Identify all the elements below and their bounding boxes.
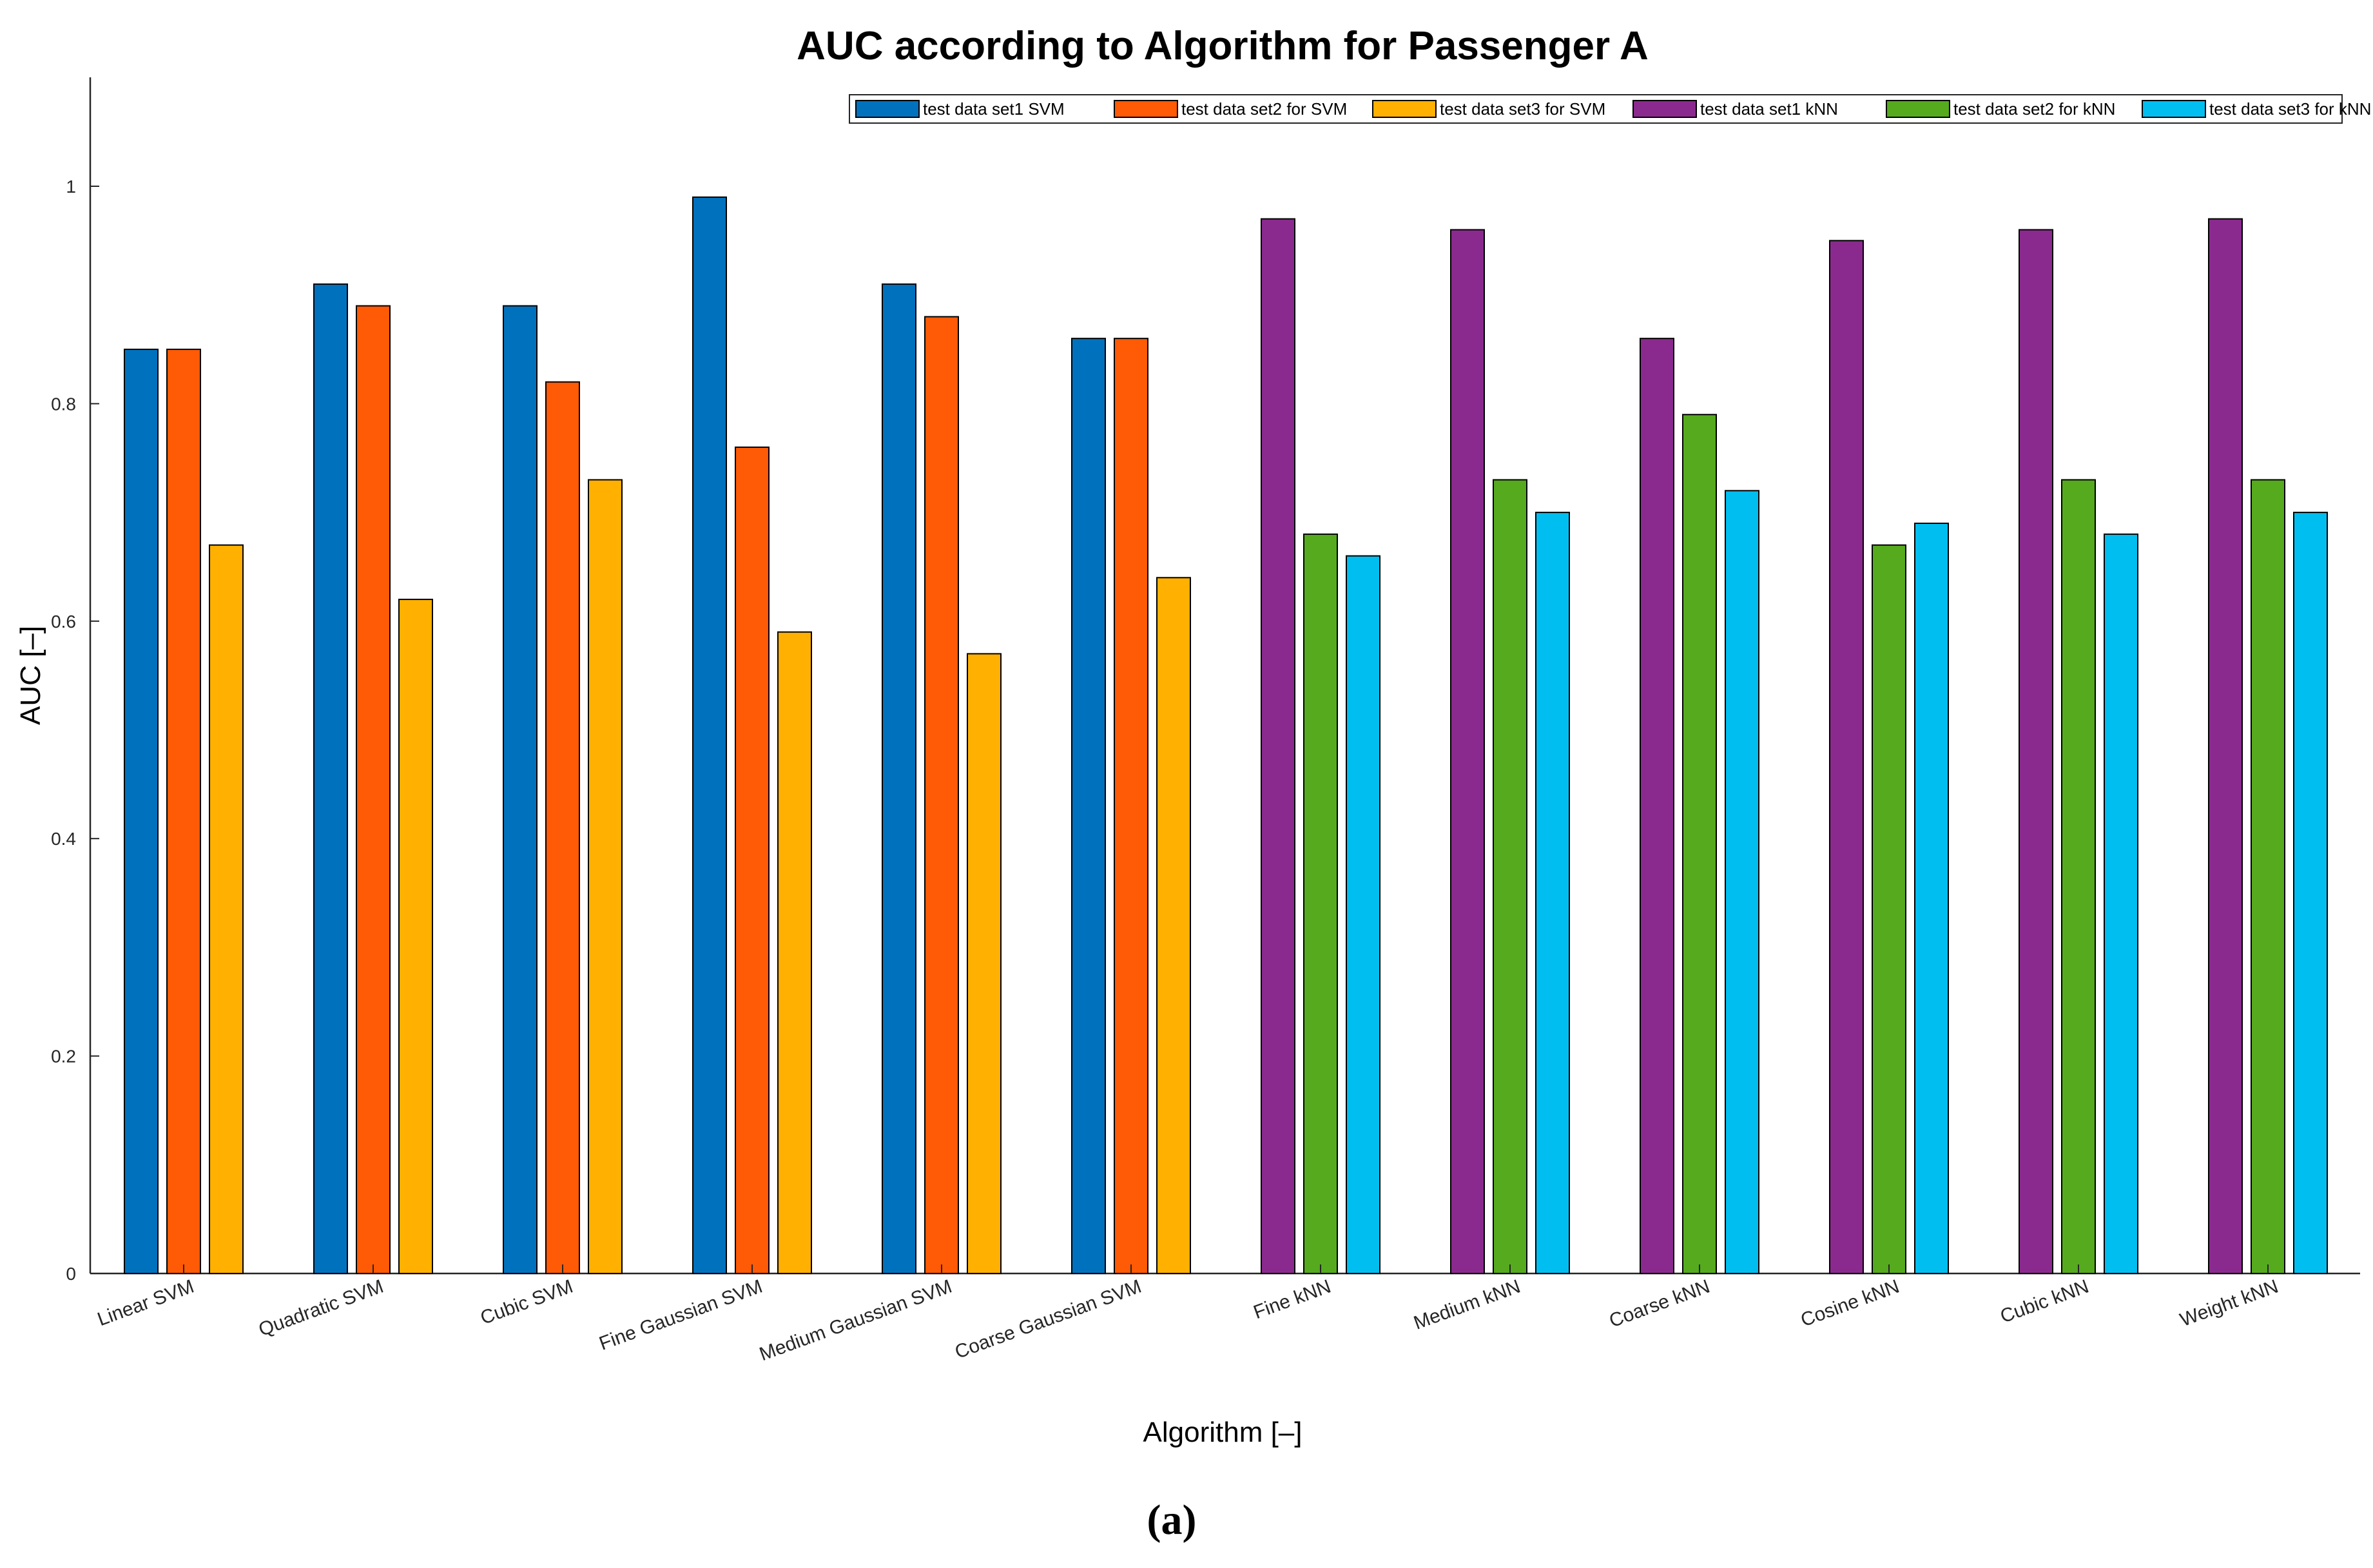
bar-1-2	[313, 283, 348, 1275]
legend-entry: test data set1 kNN	[1700, 99, 1838, 119]
legend-entry: test data set3 for SVM	[1440, 99, 1605, 119]
y-tick-label: 0.4	[51, 829, 76, 849]
category-label: Cosine kNN	[1798, 1276, 1903, 1331]
y-axis-label: AUC [–]	[15, 626, 46, 725]
legend-swatch	[1114, 100, 1178, 118]
bar-1-4	[692, 196, 727, 1274]
bar-4-12	[2208, 218, 2243, 1274]
legend-swatch	[1372, 100, 1437, 118]
legend-swatch	[1886, 100, 1950, 118]
legend-entry: test data set2 for SVM	[1181, 99, 1347, 119]
y-tick-label: 0.8	[51, 394, 76, 414]
bar-3-5	[967, 653, 1002, 1274]
bar-1-5	[882, 283, 916, 1275]
x-axis-label: Algorithm [–]	[1143, 1417, 1303, 1448]
legend-entry: test data set3 for kNN	[2209, 99, 2371, 119]
y-tick-label: 0.2	[51, 1047, 76, 1067]
bar-3-2	[398, 599, 433, 1274]
bar-6-10	[1914, 522, 1949, 1274]
bar-2-2	[356, 305, 391, 1275]
bar-2-6	[1114, 338, 1148, 1274]
bar-1-6	[1071, 338, 1106, 1274]
bar-1-1	[124, 349, 159, 1274]
category-label: Linear SVM	[95, 1276, 197, 1331]
bar-2-1	[166, 349, 201, 1274]
y-ticks: 0 0.2 0.4 0.6 0.8 1	[51, 177, 99, 1284]
bar-5-9	[1682, 414, 1717, 1274]
category-label: Coarse Gaussian SVM	[952, 1276, 1144, 1363]
bar-6-9	[1725, 490, 1759, 1274]
category-label: Coarse kNN	[1607, 1276, 1713, 1332]
bar-2-3	[545, 381, 580, 1274]
legend: test data set1 SVM test data set2 for SVM…	[849, 94, 2371, 124]
bar-5-12	[2251, 479, 2285, 1274]
category-label: Medium kNN	[1411, 1276, 1523, 1334]
category-label: Weight kNN	[2177, 1276, 2281, 1331]
figure-caption: (a)	[1147, 1496, 1197, 1544]
category-label: Fine Gaussian SVM	[596, 1276, 765, 1355]
legend-swatch	[1632, 100, 1697, 118]
category-label: Quadratic SVM	[256, 1276, 386, 1341]
bar-6-12	[2293, 512, 2328, 1274]
bar-3-4	[777, 631, 812, 1274]
bars	[124, 196, 2328, 1275]
legend-entry: test data set2 for kNN	[1953, 99, 2115, 119]
bar-4-8	[1450, 229, 1485, 1275]
bar-4-9	[1640, 338, 1674, 1274]
bar-5-8	[1493, 479, 1527, 1274]
chart-title: AUC according to Algorithm for Passenger…	[797, 24, 1649, 68]
bar-2-5	[924, 316, 959, 1275]
bar-4-11	[2019, 229, 2053, 1275]
bar-2-4	[735, 446, 770, 1274]
legend-swatch	[855, 100, 920, 118]
bar-6-8	[1535, 512, 1570, 1274]
y-tick-label: 0	[66, 1264, 76, 1284]
bar-4-10	[1829, 240, 1864, 1275]
bar-5-11	[2061, 479, 2096, 1274]
bar-3-6	[1156, 577, 1191, 1275]
category-label: Cubic kNN	[1997, 1276, 2091, 1328]
bar-5-7	[1303, 533, 1338, 1275]
legend-box	[849, 94, 2343, 124]
bar-3-3	[588, 479, 623, 1274]
category-label: Cubic SVM	[478, 1276, 576, 1329]
legend-entry: test data set1 SVM	[923, 99, 1065, 119]
category-labels: Linear SVM Quadratic SVM Cubic SVM Fine Gau…	[95, 1264, 2281, 1365]
bar-3-1	[209, 544, 244, 1275]
y-tick-label: 0.6	[51, 612, 76, 632]
legend-swatch	[2142, 100, 2206, 118]
bar-5-10	[1872, 544, 1906, 1275]
category-label: Medium Gaussian SVM	[757, 1276, 954, 1366]
bar-6-7	[1346, 555, 1380, 1275]
y-tick-label: 1	[66, 177, 76, 197]
bar-1-3	[503, 305, 538, 1275]
bar-6-11	[2104, 533, 2138, 1275]
category-label: Fine kNN	[1251, 1276, 1334, 1324]
bar-4-7	[1261, 218, 1295, 1274]
